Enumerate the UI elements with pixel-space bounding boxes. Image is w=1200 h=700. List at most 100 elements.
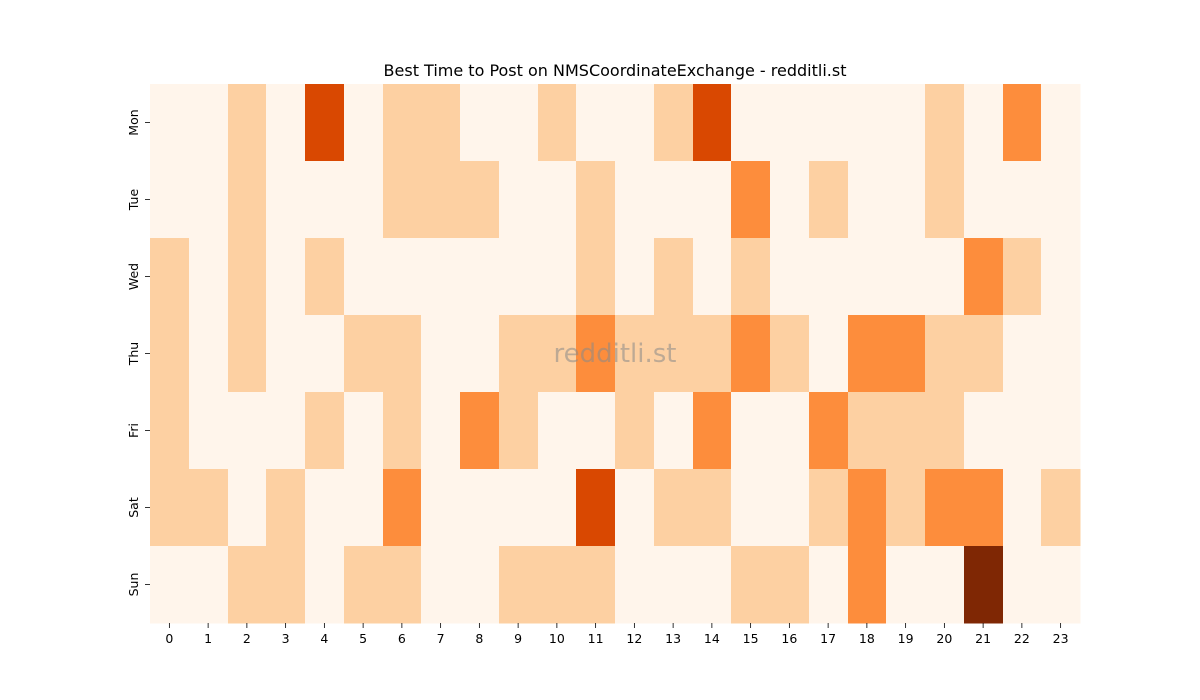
heatmap-cell <box>344 546 384 624</box>
x-tick-label: 2 <box>243 631 251 646</box>
heatmap-cell <box>499 546 539 624</box>
heatmap-cell <box>1003 315 1042 393</box>
heatmap-cell <box>305 392 345 470</box>
heatmap-cell <box>344 161 384 239</box>
heatmap-cell <box>189 392 229 470</box>
heatmap-cell <box>654 392 694 470</box>
heatmap-cell <box>1041 238 1081 316</box>
heatmap-cell <box>538 161 577 239</box>
heatmap-cell <box>305 315 345 393</box>
heatmap-cell <box>499 315 539 393</box>
heatmap-cell <box>305 469 345 547</box>
heatmap-cell <box>886 315 926 393</box>
y-tick-label: Mon <box>126 109 141 135</box>
heatmap-cell <box>499 238 539 316</box>
heatmap-cell <box>809 315 849 393</box>
heatmap-cell <box>576 84 616 162</box>
heatmap-cell <box>1041 315 1081 393</box>
heatmap-cell <box>266 469 306 547</box>
heatmap-cell <box>266 546 306 624</box>
heatmap-cell <box>731 546 771 624</box>
heatmap-cell <box>538 315 577 393</box>
heatmap-cell <box>886 84 926 162</box>
heatmap-cell <box>809 392 849 470</box>
y-axis: Mon Tue Wed Thu Fri Sat Sun <box>126 109 150 596</box>
heatmap-cell <box>305 161 345 239</box>
x-tick-label: 23 <box>1053 631 1069 646</box>
heatmap-cell <box>886 238 926 316</box>
x-tick-label: 1 <box>204 631 212 646</box>
heatmap-cell <box>886 469 926 547</box>
heatmap-cell <box>925 238 965 316</box>
heatmap-cell <box>189 161 229 239</box>
heatmap-cell <box>538 546 577 624</box>
heatmap-cell <box>1041 469 1081 547</box>
heatmap-cell <box>344 315 384 393</box>
heatmap-cell <box>266 392 306 470</box>
heatmap-cell <box>809 238 849 316</box>
heatmap-cell <box>344 469 384 547</box>
heatmap-cell <box>421 469 461 547</box>
heatmap-cell <box>731 161 771 239</box>
heatmap-cell <box>886 392 926 470</box>
heatmap-cell <box>460 469 500 547</box>
x-tick-label: 11 <box>588 631 604 646</box>
heatmap-cell <box>189 546 229 624</box>
heatmap-cell <box>421 315 461 393</box>
x-tick-label: 16 <box>781 631 797 646</box>
x-tick-label: 12 <box>626 631 642 646</box>
heatmap-cell <box>266 84 306 162</box>
x-tick-label: 10 <box>549 631 565 646</box>
heatmap-cell <box>770 238 810 316</box>
heatmap-cell <box>1041 84 1081 162</box>
x-tick-label: 7 <box>437 631 445 646</box>
heatmap-cell <box>150 84 190 162</box>
x-tick-label: 8 <box>475 631 483 646</box>
heatmap-cell <box>383 392 422 470</box>
heatmap-cell <box>615 238 655 316</box>
heatmap-cell <box>925 315 965 393</box>
heatmap-cell <box>654 315 694 393</box>
heatmap-cell <box>305 238 345 316</box>
heatmap-cell <box>693 392 732 470</box>
heatmap-cell <box>1003 469 1042 547</box>
heatmap-cell <box>150 238 190 316</box>
heatmap-cell <box>964 238 1004 316</box>
heatmap-cell <box>499 469 539 547</box>
heatmap-cell <box>150 161 190 239</box>
heatmap-cell <box>615 392 655 470</box>
heatmap-cell <box>228 469 267 547</box>
x-tick-label: 0 <box>165 631 173 646</box>
x-tick-label: 15 <box>743 631 759 646</box>
heatmap-cell <box>925 469 965 547</box>
heatmap-cell <box>964 315 1004 393</box>
heatmap-cell <box>1041 392 1081 470</box>
heatmap-cell <box>886 546 926 624</box>
heatmap-cell <box>770 84 810 162</box>
y-tick-label: Tue <box>126 189 141 212</box>
heatmap-cell <box>538 392 577 470</box>
heatmap-cell <box>266 238 306 316</box>
heatmap-cell <box>150 469 190 547</box>
heatmap-cell <box>383 161 422 239</box>
heatmap-cell <box>615 315 655 393</box>
heatmap-cell <box>693 315 732 393</box>
x-tick-label: 6 <box>398 631 406 646</box>
heatmap-cell <box>538 238 577 316</box>
heatmap-cell <box>150 546 190 624</box>
heatmap-cell <box>460 546 500 624</box>
x-tick-label: 17 <box>820 631 836 646</box>
heatmap-cell <box>344 238 384 316</box>
heatmap-cell <box>576 238 616 316</box>
heatmap-cell <box>1003 392 1042 470</box>
heatmap-cell <box>460 238 500 316</box>
heatmap-cell <box>809 161 849 239</box>
heatmap-cell <box>848 469 887 547</box>
heatmap-cell <box>460 161 500 239</box>
heatmap-cell <box>189 238 229 316</box>
heatmap-cell <box>770 161 810 239</box>
heatmap-cell <box>266 315 306 393</box>
heatmap-cell <box>460 84 500 162</box>
heatmap-cell <box>615 161 655 239</box>
heatmap-cells <box>150 84 1081 624</box>
